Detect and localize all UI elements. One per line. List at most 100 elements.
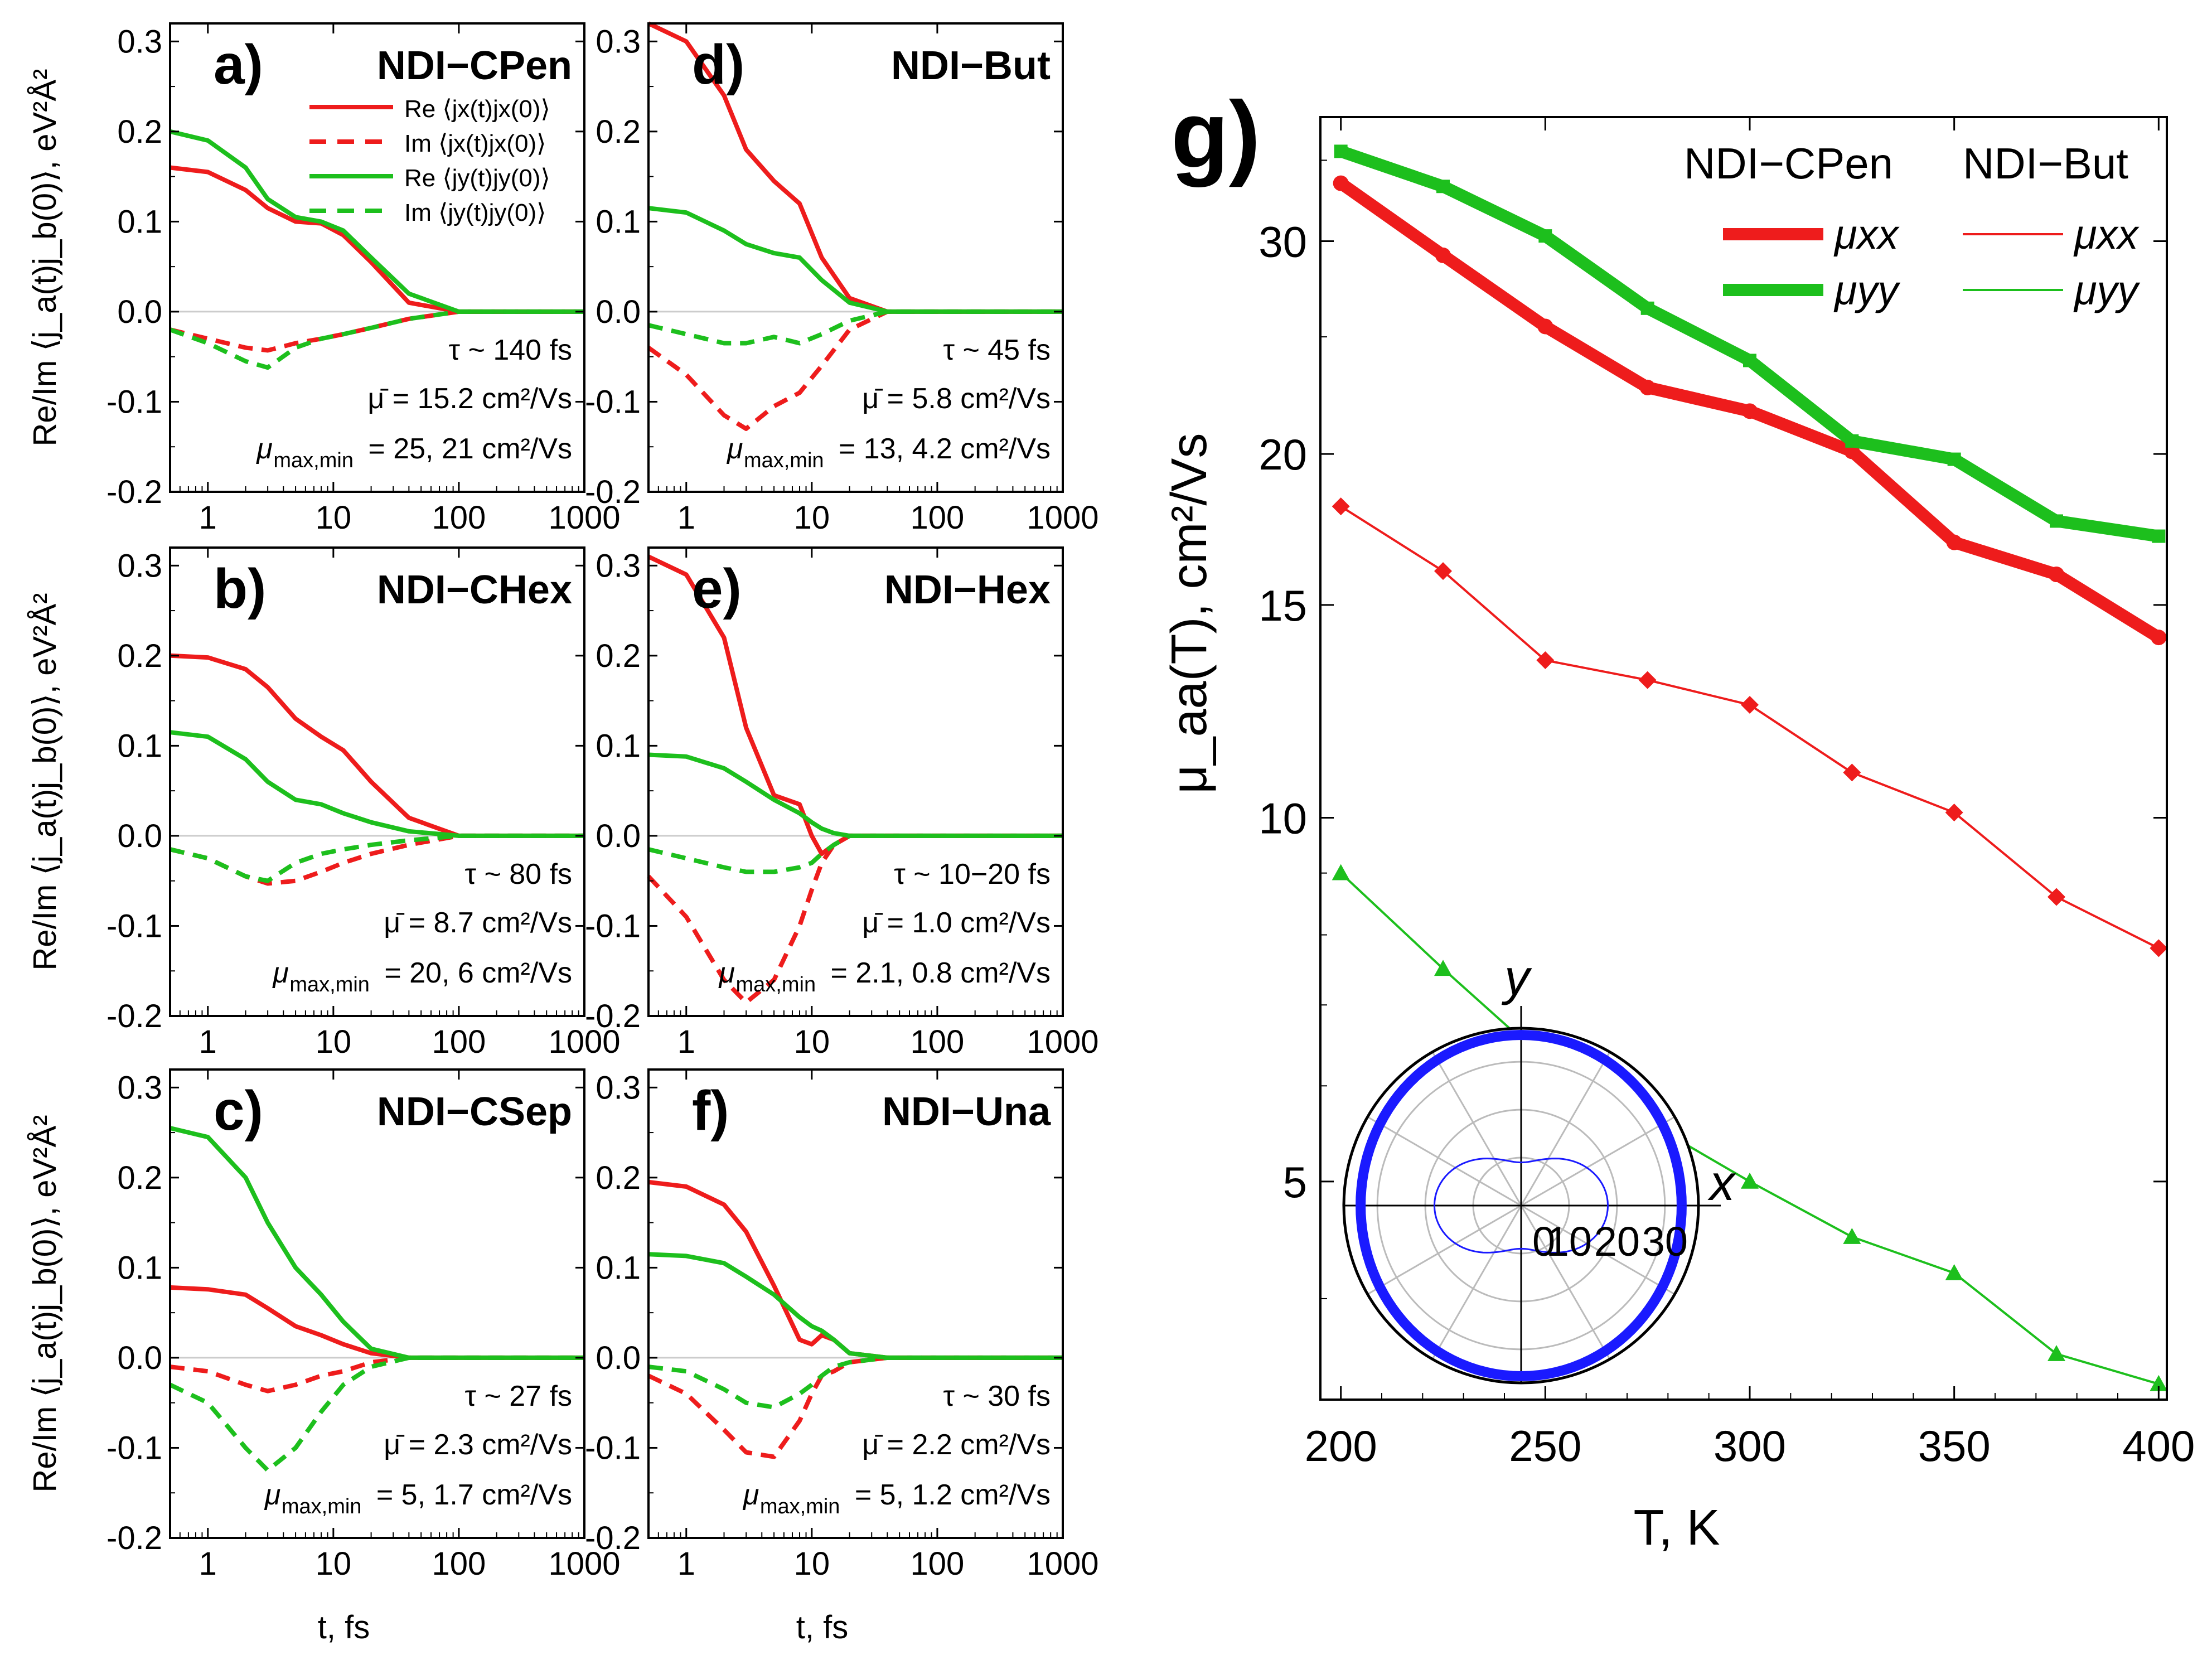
g-marker bbox=[1332, 497, 1350, 516]
tau-annotation: τ ~ 140 fs bbox=[449, 334, 572, 366]
g-y-tick-label: 15 bbox=[1259, 581, 1307, 630]
g-marker bbox=[2049, 567, 2064, 583]
tau-annotation: τ ~ 80 fs bbox=[464, 858, 572, 891]
y-tick-label: 0.0 bbox=[117, 294, 162, 330]
series-line-2 bbox=[170, 1126, 584, 1360]
g-marker bbox=[2152, 529, 2166, 543]
x-tick-label: 100 bbox=[911, 500, 965, 536]
mu-bar-annotation: μ̄ = 8.7 cm²/Vs bbox=[384, 907, 572, 939]
g-marker bbox=[1538, 229, 1552, 243]
mu-symbol: μ bbox=[264, 1479, 281, 1511]
y-tick-label: -0.1 bbox=[585, 908, 641, 944]
series-line-3 bbox=[169, 309, 584, 370]
plot-frame bbox=[169, 546, 585, 1017]
g-y-tick-label: 10 bbox=[1259, 794, 1307, 843]
mu-symbol: μ bbox=[726, 433, 743, 465]
g-marker bbox=[2151, 630, 2167, 646]
panel-label: a) bbox=[214, 33, 263, 96]
legend-label: Re ⟨jx(t)jx(0)⟩ bbox=[404, 95, 550, 123]
g-y-tick-label: 5 bbox=[1283, 1158, 1307, 1207]
g-marker bbox=[2150, 939, 2168, 957]
g-legend-label: μyy bbox=[1833, 267, 1901, 313]
plot-frame bbox=[647, 1068, 1064, 1539]
g-marker bbox=[1742, 403, 1758, 419]
g-marker bbox=[1537, 318, 1553, 335]
tau-annotation: τ ~ 27 fs bbox=[464, 1380, 572, 1412]
polar-grid-spoke bbox=[1520, 1051, 1611, 1206]
g-legend-label: μxx bbox=[1833, 211, 1900, 258]
mu-subscript: max,min bbox=[736, 973, 816, 996]
mu-symbol: μ bbox=[255, 433, 273, 465]
polar-curve-0 bbox=[1356, 1030, 1687, 1381]
series-line-2 bbox=[648, 206, 1063, 314]
g-marker bbox=[1843, 1228, 1861, 1244]
g-x-tick-label: 400 bbox=[2122, 1421, 2195, 1470]
y-axis-label: Re/Im ⟨j_a(t)j_b(0)⟩, eV²Å² bbox=[27, 1115, 63, 1493]
g-marker bbox=[1434, 562, 1452, 580]
mu-maxmin-annotation: = 20, 6 cm²/Vs bbox=[384, 957, 572, 989]
x-tick-label: 100 bbox=[911, 1546, 965, 1582]
g-legend-title: NDI−CPen bbox=[1684, 139, 1893, 188]
g-marker bbox=[1843, 763, 1861, 782]
y-tick-label: 0.2 bbox=[117, 114, 162, 150]
g-marker bbox=[1434, 960, 1452, 976]
g-marker bbox=[1741, 1172, 1759, 1189]
legend-label: Im ⟨jx(t)jx(0)⟩ bbox=[404, 130, 546, 157]
polar-outer-circle bbox=[1342, 1027, 1700, 1385]
mu-subscript: max,min bbox=[760, 1495, 840, 1518]
g-marker bbox=[1436, 180, 1450, 193]
legend-label: Re ⟨jy(t)jy(0)⟩ bbox=[404, 164, 550, 192]
panel-title: NDI−Hex bbox=[884, 568, 1051, 612]
mu-bar-annotation: μ̄ = 1.0 cm²/Vs bbox=[862, 907, 1051, 939]
y-tick-label: 0.3 bbox=[117, 1070, 162, 1106]
y-axis-label: Re/Im ⟨j_a(t)j_b(0)⟩, eV²Å² bbox=[27, 593, 63, 971]
y-tick-label: 0.2 bbox=[117, 1160, 162, 1196]
panel-title: NDI−CHex bbox=[377, 568, 572, 612]
y-tick-label: 0.0 bbox=[596, 1340, 641, 1376]
series-line-0 bbox=[648, 1179, 1063, 1360]
g-marker bbox=[1945, 804, 1963, 822]
g-legend-label: μxx bbox=[2073, 211, 2140, 258]
g-marker bbox=[1743, 354, 1756, 367]
y-tick-label: 0.3 bbox=[596, 23, 641, 60]
polar-radial-tick-label: 0 bbox=[1532, 1218, 1555, 1265]
y-tick-label: -0.1 bbox=[585, 1430, 641, 1466]
x-tick-label: 10 bbox=[316, 1024, 352, 1060]
y-tick-label: -0.2 bbox=[107, 474, 162, 510]
x-tick-label: 1 bbox=[199, 500, 217, 536]
x-tick-label: 1000 bbox=[548, 1546, 620, 1582]
y-tick-label: 0.0 bbox=[117, 1340, 162, 1376]
panel-title: NDI−But bbox=[891, 43, 1051, 88]
g-marker bbox=[1435, 247, 1451, 263]
x-tick-label: 100 bbox=[911, 1024, 965, 1060]
y-tick-label: 0.1 bbox=[596, 1250, 641, 1286]
y-tick-label: -0.2 bbox=[585, 998, 641, 1034]
polar-y-label: y bbox=[1501, 950, 1532, 1006]
y-tick-label: -0.2 bbox=[107, 1520, 162, 1556]
g-marker bbox=[1945, 1264, 1963, 1280]
y-tick-label: 0.3 bbox=[596, 1070, 641, 1106]
panel-label: c) bbox=[214, 1080, 263, 1142]
g-marker bbox=[1947, 452, 1961, 466]
x-tick-label: 1 bbox=[199, 1024, 217, 1060]
y-tick-label: 0.1 bbox=[117, 1250, 162, 1286]
series-line-3 bbox=[648, 309, 1063, 346]
x-tick-label: 10 bbox=[794, 1024, 830, 1060]
polar-grid-spoke bbox=[1521, 1204, 1676, 1295]
panel-label: d) bbox=[692, 33, 744, 96]
g-marker bbox=[2048, 1345, 2065, 1361]
g-plot-frame bbox=[1319, 116, 2168, 1401]
mu-maxmin-annotation: = 5, 1.2 cm²/Vs bbox=[855, 1479, 1051, 1511]
polar-grid-spoke bbox=[1367, 1204, 1522, 1295]
y-tick-label: 0.3 bbox=[596, 548, 641, 584]
legend-label: Im ⟨jy(t)jy(0)⟩ bbox=[404, 199, 546, 226]
y-tick-label: 0.1 bbox=[596, 728, 641, 764]
series-line-1 bbox=[170, 833, 584, 886]
x-tick-label: 1 bbox=[677, 1024, 695, 1060]
mu-symbol: μ bbox=[272, 957, 289, 989]
polar-grid-spoke bbox=[1431, 1051, 1522, 1206]
panel-title: NDI−Una bbox=[882, 1090, 1051, 1134]
mu-symbol: μ bbox=[742, 1479, 759, 1511]
panel-a: 0.3 0.2 0.1 0.0 -0.1 -0.2 1 10 100 1000 a) NDI−CPen… bbox=[27, 22, 621, 536]
